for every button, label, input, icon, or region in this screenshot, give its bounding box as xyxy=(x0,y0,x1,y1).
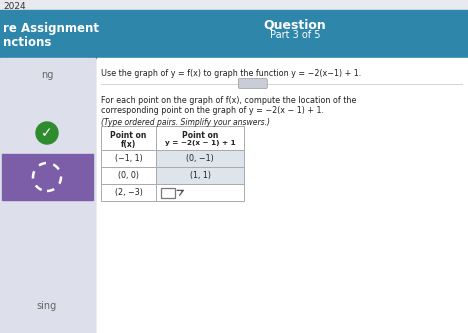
Bar xyxy=(161,188,175,198)
Bar xyxy=(101,184,156,201)
Bar xyxy=(156,150,244,167)
Bar xyxy=(97,58,468,333)
Text: (2, −3): (2, −3) xyxy=(115,188,142,197)
Text: ng: ng xyxy=(41,70,53,80)
Text: Point on: Point on xyxy=(110,131,146,140)
Text: nctions: nctions xyxy=(3,36,51,49)
Bar xyxy=(0,10,468,58)
Bar xyxy=(101,167,156,184)
FancyBboxPatch shape xyxy=(238,79,267,89)
Text: (0, −1): (0, −1) xyxy=(186,154,214,163)
Text: ✓: ✓ xyxy=(41,126,53,140)
Text: (0, 0): (0, 0) xyxy=(118,171,139,180)
Text: Question: Question xyxy=(263,18,326,31)
Text: 2024: 2024 xyxy=(3,2,26,11)
Text: f(x): f(x) xyxy=(121,140,136,149)
Text: Part 3 of 5: Part 3 of 5 xyxy=(270,30,320,40)
Bar xyxy=(156,184,244,201)
Circle shape xyxy=(36,122,58,144)
Text: (Type ordered pairs. Simplify your answers.): (Type ordered pairs. Simplify your answe… xyxy=(101,118,270,127)
Text: sing: sing xyxy=(37,301,57,311)
Text: (1, 1): (1, 1) xyxy=(190,171,211,180)
Bar xyxy=(101,126,156,150)
Text: re Assignment: re Assignment xyxy=(3,22,99,35)
Bar xyxy=(0,58,95,333)
Bar xyxy=(101,150,156,167)
Text: For each point on the graph of f(x), compute the location of the: For each point on the graph of f(x), com… xyxy=(101,96,356,105)
Text: corresponding point on the graph of y = −2(x − 1) + 1.: corresponding point on the graph of y = … xyxy=(101,106,324,115)
Bar xyxy=(2,154,93,200)
Text: (−1, 1): (−1, 1) xyxy=(115,154,142,163)
Text: y = −2(x − 1) + 1: y = −2(x − 1) + 1 xyxy=(165,140,235,146)
Bar xyxy=(156,167,244,184)
Bar xyxy=(156,126,244,150)
Text: Point on: Point on xyxy=(182,131,218,140)
Text: Use the graph of y = f(x) to graph the function y = −2(x−1) + 1.: Use the graph of y = f(x) to graph the f… xyxy=(101,69,361,78)
